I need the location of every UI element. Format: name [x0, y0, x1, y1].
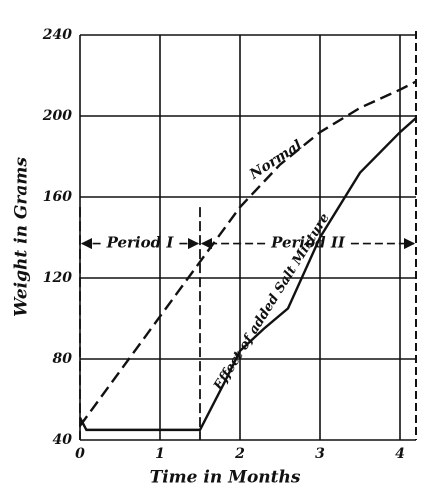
period-label: Period I: [106, 234, 175, 252]
x-tick-label: 3: [315, 446, 325, 462]
x-axis-title: Time in Months: [150, 468, 301, 488]
data-line: [78, 117, 417, 432]
y-tick-label: 40: [53, 432, 73, 448]
x-tick-label: 4: [395, 446, 405, 462]
y-tick-label: 200: [42, 108, 72, 124]
period-label: Period II: [270, 234, 346, 252]
series-label: Normal: [246, 137, 305, 183]
y-tick-label: 80: [53, 351, 73, 367]
y-tick-label: 160: [43, 189, 72, 205]
y-tick-label: 120: [43, 270, 72, 286]
x-tick-label: 2: [234, 446, 245, 462]
data-line: [79, 80, 417, 427]
y-tick-label: 240: [42, 27, 72, 43]
x-tick-label: 1: [155, 446, 165, 462]
y-axis-title: Weight in Grams: [12, 157, 32, 317]
x-tick-label: 0: [75, 446, 85, 462]
